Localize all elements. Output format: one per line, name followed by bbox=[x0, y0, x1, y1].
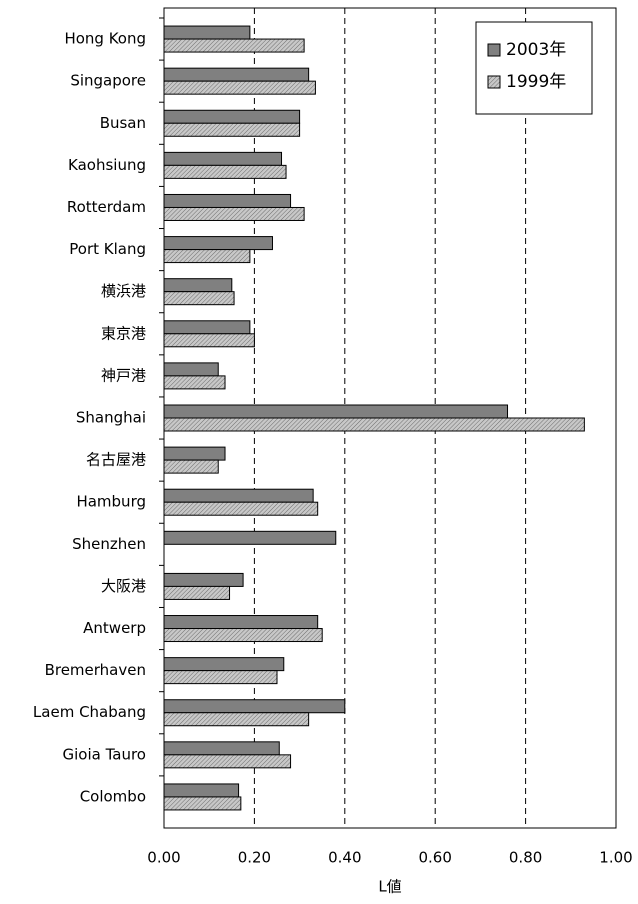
bar bbox=[163, 278, 233, 293]
bar bbox=[163, 783, 240, 798]
x-axis-label: L値 bbox=[378, 878, 401, 896]
bar bbox=[163, 249, 251, 264]
y-tick-label: Singapore bbox=[70, 72, 146, 90]
y-tick-label: Antwerp bbox=[83, 619, 146, 637]
bar bbox=[163, 530, 337, 545]
legend-label: 1999年 bbox=[506, 72, 566, 92]
bar bbox=[163, 193, 292, 208]
y-tick-label: Colombo bbox=[80, 787, 146, 805]
bar bbox=[163, 628, 323, 643]
bar bbox=[163, 151, 283, 166]
bar bbox=[163, 25, 251, 40]
y-tick-label: Port Klang bbox=[69, 240, 146, 258]
bar bbox=[163, 417, 585, 432]
y-tick-label: Kaohsiung bbox=[68, 156, 146, 174]
x-tick-label: 1.00 bbox=[599, 849, 632, 867]
bar bbox=[163, 375, 226, 390]
bar bbox=[163, 670, 278, 685]
x-tick-label: 0.60 bbox=[418, 849, 451, 867]
bar bbox=[163, 404, 509, 419]
y-tick-label: 神戸港 bbox=[101, 366, 146, 384]
legend-label: 2003年 bbox=[506, 40, 566, 60]
bar bbox=[163, 657, 285, 672]
bar bbox=[163, 38, 305, 53]
x-tick-label: 0.20 bbox=[238, 849, 271, 867]
bar bbox=[163, 164, 287, 179]
y-tick-label: 東京港 bbox=[101, 324, 146, 342]
bar bbox=[163, 122, 301, 137]
y-tick-label: 名古屋港 bbox=[86, 451, 146, 469]
bar bbox=[163, 459, 219, 474]
bar bbox=[163, 109, 301, 124]
bar bbox=[163, 488, 314, 503]
x-tick-label: 0.80 bbox=[509, 849, 542, 867]
legend: 2003年 1999年 bbox=[475, 21, 593, 115]
y-tick-label: Laem Chabang bbox=[33, 703, 146, 721]
bar bbox=[163, 712, 310, 727]
bar bbox=[163, 362, 219, 377]
bar bbox=[163, 80, 316, 95]
bar bbox=[163, 585, 231, 600]
bar bbox=[163, 320, 251, 335]
y-tick-label: Rotterdam bbox=[67, 198, 146, 216]
bar bbox=[163, 501, 319, 516]
bar bbox=[163, 236, 273, 251]
y-tick-label: Busan bbox=[100, 114, 146, 132]
y-tick-label: Hong Kong bbox=[64, 30, 146, 48]
y-tick-label: Shenzhen bbox=[72, 535, 146, 553]
legend-swatch bbox=[487, 75, 501, 89]
y-tick-label: Gioia Tauro bbox=[63, 745, 147, 763]
bar bbox=[163, 333, 255, 348]
legend-box bbox=[475, 21, 593, 115]
bar bbox=[163, 754, 292, 769]
y-tick-label: 大阪港 bbox=[101, 577, 146, 595]
bar bbox=[163, 741, 280, 756]
y-tick-label: 横浜港 bbox=[101, 282, 146, 300]
bar bbox=[163, 796, 242, 811]
y-tick-label: Shanghai bbox=[76, 409, 146, 427]
x-tick-label: 0.40 bbox=[328, 849, 361, 867]
bar bbox=[163, 67, 310, 82]
bar bbox=[163, 615, 319, 630]
x-tick-label: 0.00 bbox=[147, 849, 180, 867]
bar bbox=[163, 291, 235, 306]
y-tick-label: Bremerhaven bbox=[45, 661, 146, 679]
bar bbox=[163, 206, 305, 221]
legend-swatch bbox=[487, 43, 501, 57]
y-tick-label: Hamburg bbox=[76, 493, 146, 511]
bar bbox=[163, 572, 244, 587]
bar bbox=[163, 699, 346, 714]
bar bbox=[163, 446, 226, 461]
